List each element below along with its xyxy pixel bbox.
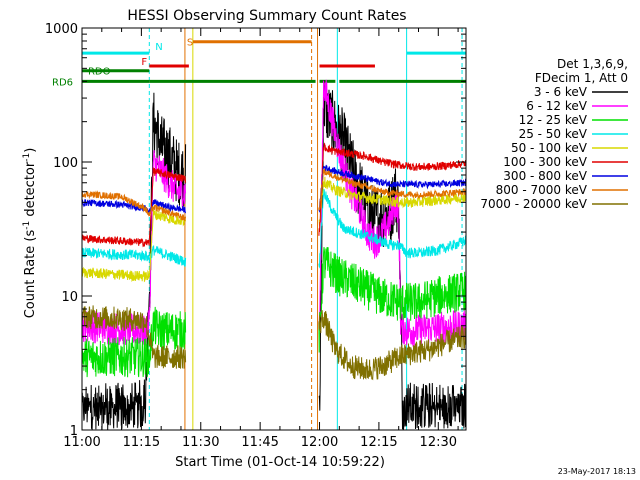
series-trace [81, 209, 187, 283]
series-trace [81, 305, 187, 369]
flag-label-f: F [141, 57, 147, 68]
legend-entry-label: 800 - 7000 keV [496, 183, 588, 197]
x-tick-label: 11:45 [241, 435, 278, 450]
y-axis-label: Count Rate (s-1 detector-1) [22, 148, 38, 319]
series-800_7000keV [81, 168, 467, 222]
legend-header-decim: FDecim 1, Att 0 [535, 71, 628, 85]
flag-label-n: N [155, 42, 162, 53]
y-tick-label: 1 [70, 424, 78, 439]
y-tick-label: 1000 [45, 22, 78, 37]
legend-entry-label: 3 - 6 keV [534, 85, 588, 99]
series-trace [81, 167, 187, 248]
series-100_300keV [81, 142, 467, 248]
series-trace [81, 245, 187, 267]
series-trace [318, 310, 467, 381]
legend-entry-label: 50 - 100 keV [511, 141, 588, 155]
series-trace [81, 198, 187, 214]
flag-label-rd6: RD6 [52, 77, 73, 88]
legend-entry-label: 25 - 50 keV [519, 127, 588, 141]
series-50_100keV [81, 176, 467, 283]
flag-label-s: S [187, 38, 193, 49]
series-7000_20000keV [81, 305, 467, 381]
legend-header-detectors: Det 1,3,6,9, [557, 57, 628, 71]
series-12_25keV [81, 246, 467, 378]
x-axis-label: Start Time (01-Oct-14 10:59:22) [175, 455, 385, 470]
instrument-flags: N S F RDO RD6 [52, 38, 466, 88]
series-trace [318, 246, 467, 353]
plot-background [82, 28, 466, 430]
series-trace [318, 79, 467, 347]
series-trace [81, 306, 187, 378]
plot-frame [81, 27, 467, 431]
series-trace [318, 176, 467, 226]
chart-title: HESSI Observing Summary Count Rates [127, 8, 406, 24]
legend: Det 1,3,6,9, FDecim 1, Att 0 3 - 6 keV6 … [480, 57, 628, 211]
series-25_50keV [81, 189, 467, 269]
legend-entry-label: 12 - 25 keV [519, 113, 588, 127]
y-tick-label: 100 [53, 156, 78, 171]
series-layer [81, 79, 467, 430]
series-trace [318, 164, 467, 213]
series-trace [81, 190, 187, 222]
series-trace [318, 168, 467, 211]
legend-entry-label: 100 - 300 keV [503, 155, 587, 169]
x-tick-label: 11:30 [182, 435, 219, 450]
footer-date: 23-May-2017 18:13 [558, 467, 636, 476]
flag-label-rdo: RDO [88, 67, 111, 78]
x-tick-label: 11:15 [123, 435, 160, 450]
legend-entry-label: 300 - 800 keV [503, 169, 587, 183]
series-300_800keV [81, 164, 467, 214]
legend-entry-label: 7000 - 20000 keV [480, 197, 587, 211]
legend-entry-label: 6 - 12 keV [526, 99, 588, 113]
x-tick-label: 12:30 [420, 435, 457, 450]
x-tick-label: 12:00 [301, 435, 338, 450]
x-tick-label: 12:15 [360, 435, 397, 450]
series-trace [318, 189, 467, 269]
plot-area [81, 28, 466, 430]
y-tick-label: 10 [61, 290, 78, 305]
series-trace [318, 142, 467, 236]
axis-layer: 1 10 100 1000 11:00 11:15 11:30 11:45 12:00 12:15… [45, 22, 467, 450]
x-tick-label: 11:00 [63, 435, 100, 450]
series-trace [318, 80, 467, 430]
